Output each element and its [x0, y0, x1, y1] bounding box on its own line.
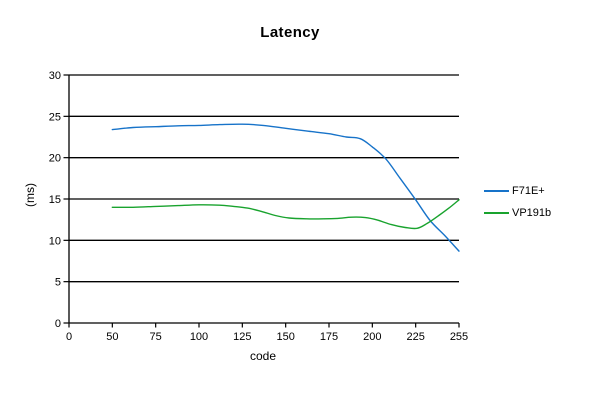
series-curve-F71E+	[111, 123, 460, 252]
x-tick-label-200: 200	[363, 331, 381, 343]
legend-item-f71e: F71E+	[484, 183, 551, 198]
series-line-swatch-f71e	[484, 189, 509, 192]
y-tick-label-20: 20	[49, 153, 61, 165]
legend: F71E+ VP191b	[484, 183, 551, 220]
x-tick-label-100: 100	[190, 331, 208, 343]
legend-item-vp191b: VP191b	[484, 205, 551, 220]
y-tick-label-25: 25	[49, 111, 61, 123]
legend-label-vp191b: VP191b	[512, 206, 552, 219]
x-tick-label-50: 50	[106, 331, 118, 343]
series-line-swatch-vp191b	[484, 211, 509, 214]
x-axis-title: code	[249, 349, 277, 363]
x-tick-label-150: 150	[276, 331, 294, 343]
y-tick-label-15: 15	[49, 194, 61, 206]
chart-title: Latency	[260, 24, 320, 41]
x-tick-label-75: 75	[150, 331, 162, 343]
y-tick-label-30: 30	[49, 70, 61, 82]
x-tick-label-175: 175	[320, 331, 338, 343]
legend-label-f71e: F71E+	[512, 184, 545, 197]
x-tick-label-0: 0	[66, 331, 72, 343]
y-tick-label-10: 10	[49, 235, 61, 247]
y-axis-title: (ms)	[23, 183, 37, 207]
y-tick-label-5: 5	[55, 277, 61, 289]
y-tick-label-0: 0	[55, 318, 61, 330]
x-tick-label-225: 225	[406, 331, 424, 343]
x-tick-label-125: 125	[233, 331, 251, 343]
series-curve-VP191b	[111, 199, 460, 230]
x-tick-label-255: 255	[450, 331, 468, 343]
